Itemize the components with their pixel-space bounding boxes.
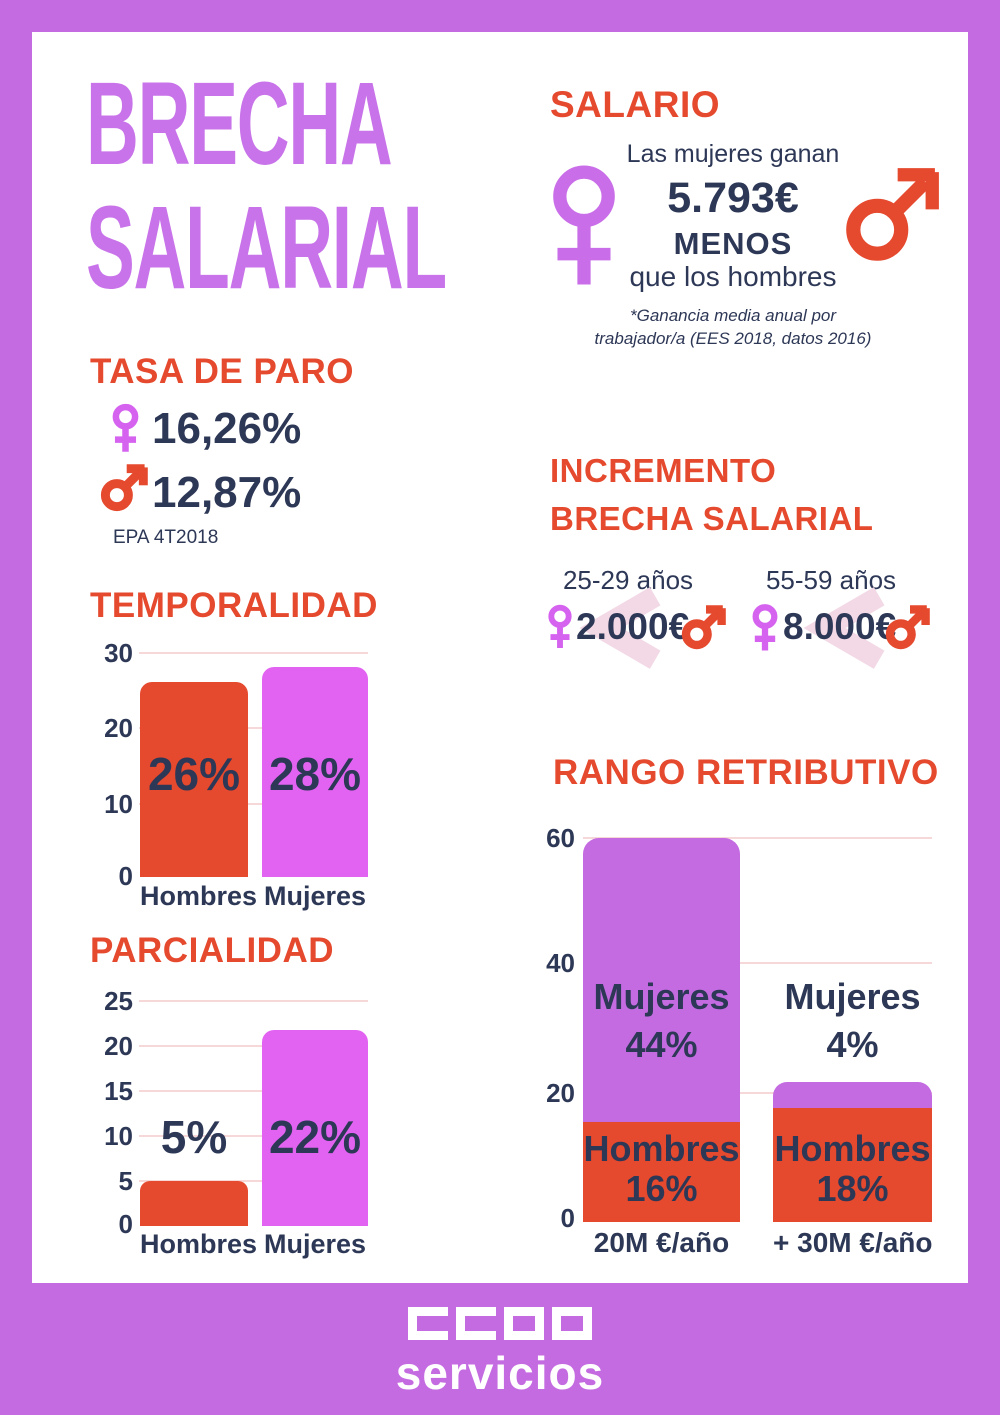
series-name-label: Hombres <box>774 1128 931 1169</box>
stack-segment-hombres <box>773 1108 932 1222</box>
page-title-line1: BRECHA <box>86 58 393 190</box>
y-tick: 40 <box>546 948 575 978</box>
ccoo-logo-letter-o <box>504 1307 544 1340</box>
y-tick: 0 <box>118 861 133 891</box>
incremento-gap-value: 2.000€ <box>576 606 690 647</box>
ccoo-logo-letter-c <box>456 1307 496 1340</box>
gridline <box>139 1180 368 1182</box>
salario-outro: que los hombres <box>629 261 837 292</box>
x-category-label: Mujeres <box>263 881 367 911</box>
gridline <box>139 1000 368 1002</box>
salario-amount: 5.793€ <box>667 174 799 222</box>
bar-mujeres <box>262 667 368 877</box>
y-tick: 25 <box>104 986 133 1016</box>
male-gender-icon <box>681 605 726 650</box>
bar-value-label: 22% <box>268 1111 362 1163</box>
footer: servicios <box>0 1283 1000 1415</box>
y-tick: 5 <box>118 1166 133 1196</box>
bar-value-label: 5% <box>160 1111 228 1163</box>
female-gender-icon <box>752 604 778 651</box>
y-tick: 0 <box>118 1209 133 1239</box>
y-tick: 20 <box>546 1078 575 1108</box>
white-canvas <box>32 32 968 1283</box>
y-tick: 15 <box>104 1076 133 1106</box>
x-category-label: + 30M €/año <box>773 1227 933 1258</box>
gridline <box>139 1045 368 1047</box>
female-gender-icon <box>548 604 572 648</box>
salario-menos: MENOS <box>673 226 793 261</box>
incremento-heading-line1: INCREMENTO <box>550 452 777 489</box>
male-gender-icon <box>100 464 148 512</box>
incremento-age-range: 25-29 años <box>562 565 694 595</box>
y-tick: 20 <box>104 713 133 743</box>
bar-hombres <box>140 682 248 877</box>
bar-mujeres <box>262 1030 368 1226</box>
temporalidad-chart-title: TEMPORALIDAD <box>90 586 378 625</box>
ccoo-logo-letter-o <box>552 1307 592 1340</box>
y-tick: 0 <box>560 1203 575 1233</box>
male-gender-icon <box>885 605 930 650</box>
incremento-heading: INCREMENTO BRECHA SALARIAL <box>550 447 873 543</box>
ccoo-logo-letter-c <box>408 1307 448 1340</box>
stack-segment-hombres <box>583 1122 740 1222</box>
gridline <box>139 727 368 729</box>
gridline <box>583 1092 932 1094</box>
x-category-label: Hombres <box>140 1229 258 1259</box>
y-tick: 30 <box>104 638 133 668</box>
stack-segment-mujeres <box>583 838 740 1122</box>
incremento-gap-value: 8.000€ <box>783 606 897 647</box>
series-pct-label: 18% <box>816 1168 889 1209</box>
gridline <box>139 1135 368 1137</box>
series-pct-label: 44% <box>625 1024 698 1065</box>
series-name-label: Mujeres <box>784 976 921 1017</box>
y-tick: 20 <box>104 1031 133 1061</box>
x-category-label: 20M €/año <box>593 1227 730 1258</box>
incremento-heading-line2: BRECHA SALARIAL <box>550 500 874 537</box>
gridline <box>139 652 368 654</box>
salario-footnote-line2: trabajador/a (EES 2018, datos 2016) <box>594 329 872 348</box>
gridline <box>139 1090 368 1092</box>
less-than-chevron-icon <box>803 587 885 669</box>
y-tick: 10 <box>104 1121 133 1151</box>
female-gender-icon <box>112 403 139 452</box>
tasa-de-paro-heading: TASA DE PARO <box>90 352 354 391</box>
salario-intro-text: Las mujeres ganan <box>626 140 840 168</box>
series-pct-label: 4% <box>826 1024 879 1065</box>
gridline <box>139 803 368 805</box>
salario-heading: SALARIO <box>550 84 720 125</box>
female-gender-icon <box>553 165 615 285</box>
series-name-label: Mujeres <box>593 976 730 1017</box>
tasa-mujeres-value: 16,26% <box>152 404 302 453</box>
tasa-source: EPA 4T2018 <box>113 527 219 548</box>
less-than-chevron-icon <box>579 587 661 669</box>
x-category-label: Mujeres <box>263 1229 367 1259</box>
gridline <box>583 837 932 839</box>
rango-chart-title: RANGO RETRIBUTIVO <box>553 753 939 792</box>
stack-segment-mujeres <box>773 1082 932 1108</box>
bar-value-label: 26% <box>147 748 241 800</box>
salario-footnote-line1: *Ganancia media anual por <box>629 306 837 325</box>
salario-footnote: *Ganancia media anual por trabajador/a (… <box>555 304 911 350</box>
parcialidad-chart-title: PARCIALIDAD <box>90 931 335 970</box>
ccoo-logo <box>0 1307 1000 1340</box>
page-title-line2: SALARIAL <box>86 182 447 314</box>
x-category-label: Hombres <box>140 881 258 911</box>
series-pct-label: 16% <box>625 1168 698 1209</box>
bar-hombres <box>140 1181 248 1226</box>
tasa-hombres-value: 12,87% <box>152 468 302 517</box>
footer-subtitle: servicios <box>395 1347 605 1399</box>
y-tick: 10 <box>104 789 133 819</box>
y-tick: 60 <box>546 823 575 853</box>
male-gender-icon <box>846 168 939 261</box>
bar-value-label: 28% <box>268 748 362 800</box>
series-name-label: Hombres <box>583 1128 740 1169</box>
page-title: BRECHA SALARIAL <box>86 58 447 314</box>
gridline <box>583 962 932 964</box>
